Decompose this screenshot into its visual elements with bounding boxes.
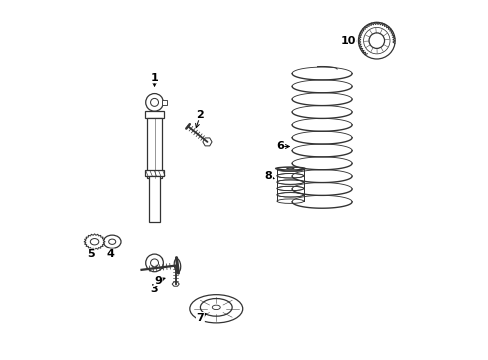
Text: 6: 6: [275, 141, 283, 152]
Text: 2: 2: [196, 110, 204, 120]
Ellipse shape: [276, 199, 303, 203]
Circle shape: [145, 94, 163, 111]
Circle shape: [145, 254, 163, 272]
Ellipse shape: [189, 294, 242, 323]
Bar: [149, 176, 160, 222]
Ellipse shape: [276, 174, 303, 178]
Text: 7: 7: [196, 312, 204, 323]
Ellipse shape: [275, 167, 305, 170]
Text: 10: 10: [340, 36, 356, 46]
Bar: [146, 258, 162, 268]
Bar: [147, 118, 162, 178]
Polygon shape: [172, 282, 179, 286]
Circle shape: [150, 98, 158, 106]
Ellipse shape: [278, 168, 301, 171]
Text: 1: 1: [150, 73, 158, 83]
Ellipse shape: [286, 168, 293, 169]
Ellipse shape: [174, 259, 181, 272]
Ellipse shape: [276, 193, 303, 197]
Circle shape: [368, 33, 384, 48]
Bar: [162, 100, 167, 105]
Ellipse shape: [212, 305, 220, 310]
Ellipse shape: [90, 239, 99, 245]
Polygon shape: [203, 138, 212, 146]
Ellipse shape: [108, 239, 116, 244]
Bar: [144, 111, 164, 118]
Text: 8: 8: [264, 171, 272, 181]
Circle shape: [358, 22, 394, 59]
Ellipse shape: [276, 180, 303, 184]
Circle shape: [150, 259, 158, 267]
Ellipse shape: [103, 235, 121, 248]
Polygon shape: [84, 234, 105, 250]
Text: 4: 4: [106, 249, 114, 259]
Bar: [145, 170, 163, 176]
Text: 9: 9: [154, 275, 162, 285]
Text: 3: 3: [150, 284, 158, 294]
Ellipse shape: [276, 186, 303, 191]
Ellipse shape: [200, 298, 232, 316]
Text: 5: 5: [87, 249, 95, 259]
